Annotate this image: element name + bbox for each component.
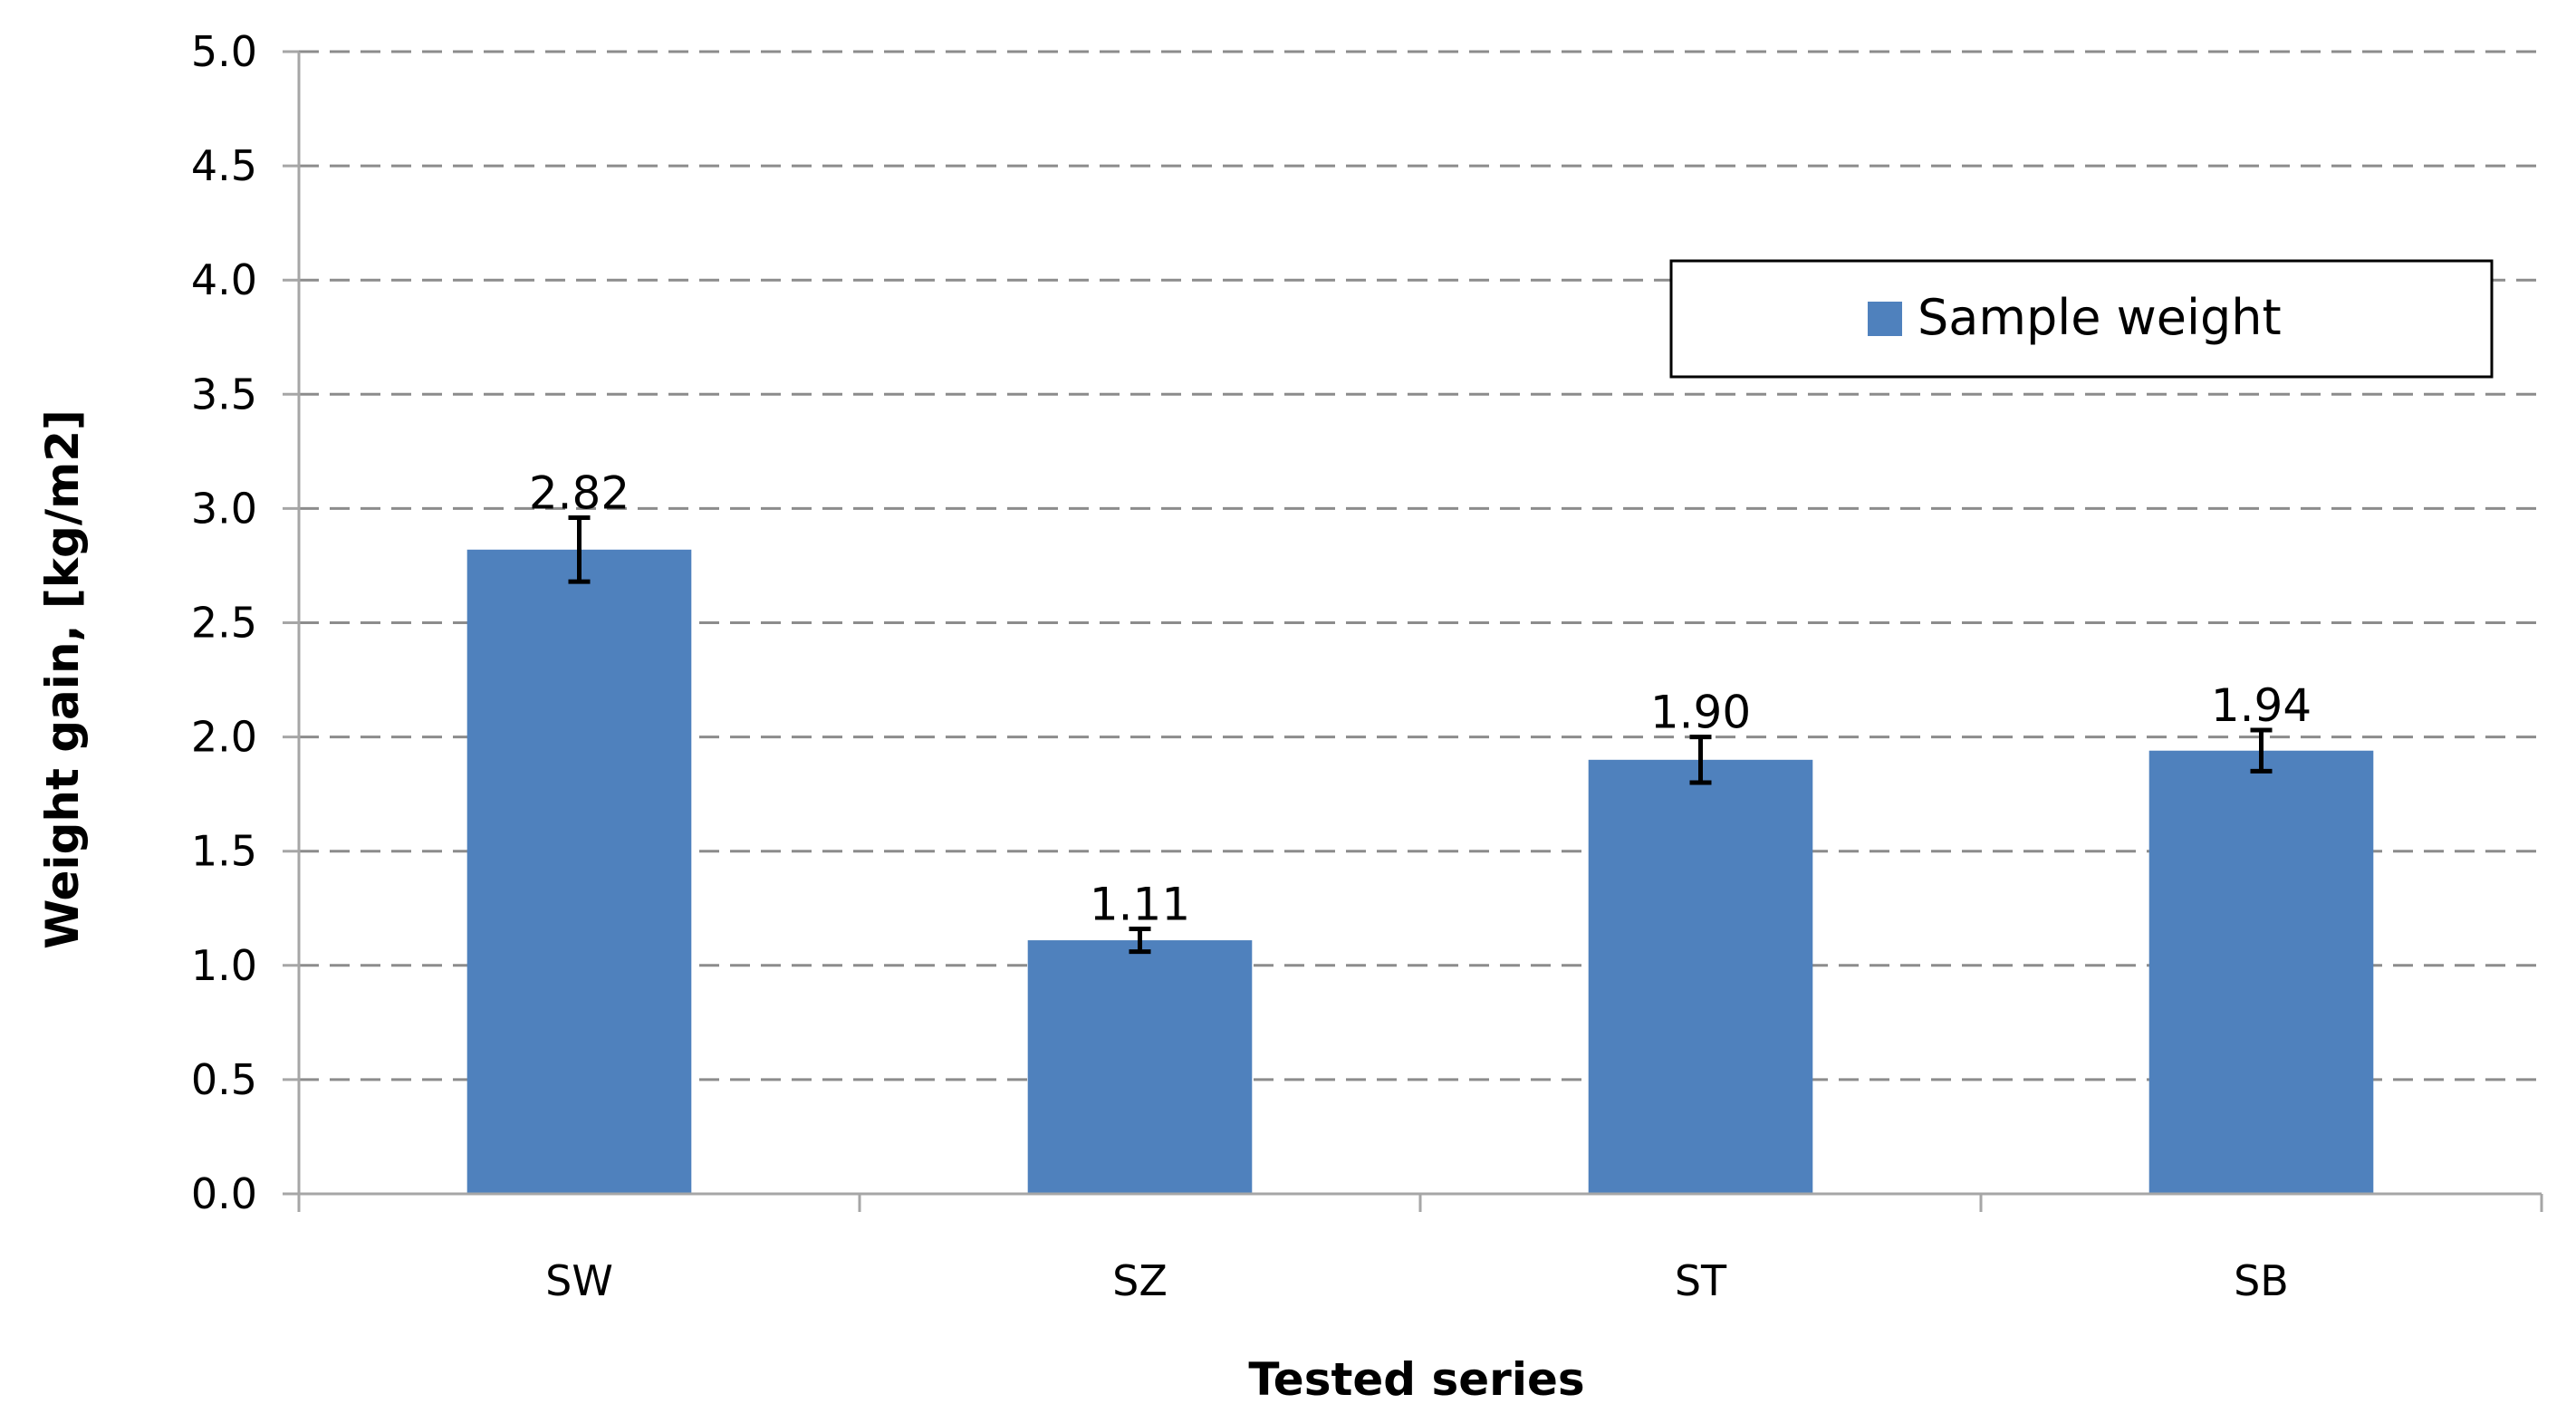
y-tick-label: 2.0: [191, 713, 257, 762]
x-axis-title: Tested series: [1248, 1353, 1584, 1406]
y-axis-title: Weight gain, [kg/m2]: [36, 409, 89, 949]
y-tick-label: 0.0: [191, 1169, 257, 1218]
y-tick-label: 0.5: [191, 1055, 257, 1104]
bar-sz: [1027, 940, 1253, 1194]
y-tick-label: 1.0: [191, 941, 257, 990]
y-tick-label: 3.5: [191, 370, 257, 418]
x-tick-label: ST: [1675, 1256, 1727, 1305]
data-label-st: 1.90: [1650, 687, 1751, 739]
data-label-sz: 1.11: [1090, 878, 1190, 930]
data-label-sw: 2.82: [529, 466, 630, 519]
y-tick-label: 3.0: [191, 484, 257, 533]
x-tick-label: SW: [545, 1256, 613, 1305]
legend-box: [1669, 259, 2494, 379]
labels: 0.0 0.5 1.0 1.5 2.0 2.5 3.0 3.5 4.0 4.5 5.0 2.82 SW 1…: [191, 27, 2312, 1305]
legend: Sample weight: [1669, 259, 2494, 379]
bar-sb: [2148, 750, 2374, 1194]
y-tick-label: 2.5: [191, 599, 257, 648]
x-tick-label: SZ: [1112, 1256, 1168, 1305]
data-label-sb: 1.94: [2211, 679, 2312, 732]
axes: [283, 50, 2543, 1212]
legend-swatch: [1868, 302, 1902, 336]
y-tick-label: 4.0: [191, 255, 257, 304]
y-tick-label: 1.5: [191, 827, 257, 876]
legend-label: Sample weight: [1918, 289, 2282, 346]
x-tick-label: SB: [2234, 1256, 2289, 1305]
bars: [466, 514, 2374, 1194]
bar-st: [1588, 759, 1813, 1194]
y-tick-label: 4.5: [191, 141, 257, 190]
y-tick-label: 5.0: [191, 27, 257, 76]
bar-sw: [466, 549, 692, 1194]
